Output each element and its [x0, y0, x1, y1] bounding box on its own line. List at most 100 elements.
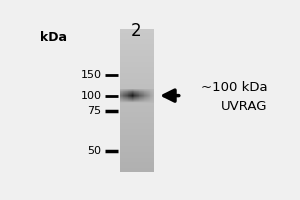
Bar [120, 130, 154, 132]
Bar [135, 92, 136, 93]
Bar [126, 97, 127, 98]
Bar [131, 95, 132, 96]
Bar [128, 101, 129, 102]
Bar [125, 91, 126, 92]
Bar [126, 102, 127, 103]
Bar [142, 94, 143, 95]
Bar [140, 91, 141, 92]
Bar [120, 127, 154, 129]
Bar [120, 93, 154, 95]
Bar [125, 98, 126, 99]
Bar [149, 91, 150, 92]
Bar [146, 102, 147, 103]
Bar [120, 43, 154, 44]
Bar [121, 101, 122, 102]
Bar [143, 94, 144, 95]
Bar [120, 132, 154, 133]
Bar [129, 97, 130, 98]
Bar [137, 98, 138, 99]
Bar [122, 94, 123, 95]
Bar [130, 89, 131, 90]
Bar [120, 135, 154, 136]
Bar [134, 102, 135, 103]
Bar [120, 77, 154, 79]
Bar [124, 91, 125, 92]
Bar [144, 89, 145, 90]
Bar [141, 90, 142, 91]
Bar [138, 91, 139, 92]
Bar [142, 90, 143, 91]
Bar [131, 89, 132, 90]
Bar [149, 93, 150, 94]
Bar [126, 99, 127, 100]
Bar [132, 93, 133, 94]
Bar [144, 91, 145, 92]
Bar [148, 91, 149, 92]
Bar [122, 92, 123, 93]
Bar [120, 142, 154, 143]
Bar [135, 95, 136, 96]
Bar [124, 90, 125, 91]
Bar [132, 95, 133, 96]
Bar [124, 93, 125, 94]
Bar [137, 92, 138, 93]
Bar [126, 94, 127, 95]
Bar [120, 94, 121, 95]
Bar [120, 116, 154, 117]
Bar [140, 92, 141, 93]
Bar [150, 100, 151, 101]
Bar [149, 101, 150, 102]
Bar [120, 150, 154, 152]
Bar [147, 92, 148, 93]
Bar [137, 90, 138, 91]
Bar [120, 90, 154, 92]
Bar [120, 91, 121, 92]
Bar [124, 94, 125, 95]
Bar [130, 93, 131, 94]
Bar [139, 94, 140, 95]
Bar [124, 92, 125, 93]
Bar [139, 95, 140, 96]
Bar [120, 46, 154, 47]
Bar [120, 82, 154, 83]
Bar [120, 160, 154, 162]
Bar [129, 101, 130, 102]
Bar [131, 97, 132, 98]
Bar [152, 92, 153, 93]
Bar [120, 166, 154, 168]
Bar [152, 98, 153, 99]
Bar [133, 96, 134, 97]
Bar [128, 95, 129, 96]
Bar [132, 102, 133, 103]
Bar [147, 97, 148, 98]
Bar [140, 101, 141, 102]
Bar [126, 90, 127, 91]
Bar [141, 100, 142, 101]
Bar [132, 89, 133, 90]
Bar [151, 102, 152, 103]
Bar [124, 97, 125, 98]
Bar [120, 119, 154, 120]
Bar [120, 152, 154, 153]
Bar [121, 91, 122, 92]
Bar [126, 95, 127, 96]
Bar [120, 153, 154, 155]
Bar [144, 94, 145, 95]
Bar [120, 96, 121, 97]
Bar [153, 97, 154, 98]
Bar [120, 129, 154, 130]
Text: 50: 50 [87, 146, 101, 156]
Bar [150, 91, 151, 92]
Bar [144, 92, 145, 93]
Bar [120, 102, 121, 103]
Bar [136, 93, 137, 94]
Bar [134, 92, 135, 93]
Bar [125, 102, 126, 103]
Bar [139, 102, 140, 103]
Bar [120, 76, 154, 77]
Bar [134, 101, 135, 102]
Bar [123, 95, 124, 96]
Bar [151, 96, 152, 97]
Bar [150, 92, 151, 93]
Bar [120, 106, 154, 107]
